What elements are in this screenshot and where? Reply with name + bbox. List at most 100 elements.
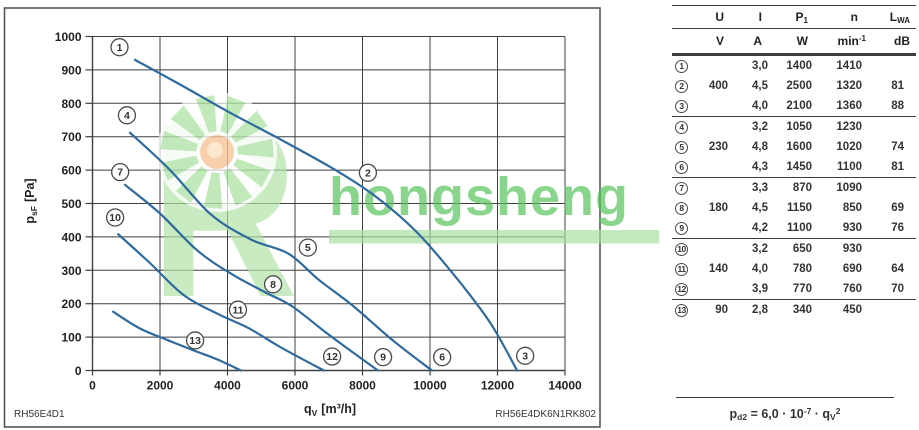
fan-curve-180V (123, 183, 380, 372)
cell-power: 650 (792, 243, 812, 255)
table-row-3: 3 4,0 2100 1360 88 (672, 96, 916, 116)
point-label-circle (263, 275, 283, 294)
cell-speed: 1320 (836, 80, 862, 92)
formula-equals: = 6,0 · 10 (747, 407, 804, 421)
y-axis-symbol: p (23, 216, 37, 224)
row-number-badge: 10 (675, 242, 688, 256)
point-label-number: 11 (232, 304, 243, 316)
curve-point-label-6: 6 (432, 347, 452, 367)
unit-volts: V (715, 34, 724, 48)
row-number-cell: 1 (672, 59, 698, 73)
fan-logo-blade (195, 95, 217, 133)
y-tick-label: 600 (61, 164, 81, 178)
x-axis-subscript: V (312, 408, 318, 418)
formula-exponent: -7 (803, 406, 812, 416)
header-noise-subscript: WA (897, 15, 910, 25)
row-number-cell: 6 (672, 160, 698, 174)
y-tick-label: 200 (61, 297, 81, 311)
cell-power: 2500 (786, 80, 812, 92)
fan-curve-230V (128, 131, 434, 372)
header-current: I (758, 10, 762, 24)
table-row-13: 13 90 2,8 340 450 (672, 300, 916, 320)
row-number-cell: 10 (672, 242, 698, 256)
point-label-number: 12 (326, 351, 338, 363)
point-label-number: 1 (117, 42, 123, 54)
x-tick-label: 10000 (413, 379, 447, 393)
cell-current: 4,3 (752, 161, 768, 173)
cell-current: 4,0 (752, 100, 768, 112)
point-label-circle (373, 347, 393, 367)
formula-p-subscript: d2 (737, 412, 748, 422)
model-number-right: RH56E4DK6N1RK802 (495, 409, 596, 420)
table-rule-heavy (672, 53, 916, 55)
curve-point-label-12: 12 (322, 347, 342, 366)
header-power-subscript: 1 (803, 15, 808, 25)
header-noise-symbol: L (889, 9, 898, 24)
cell-power: 1100 (787, 222, 812, 234)
formula-q: · q (811, 407, 831, 421)
curve-layer (112, 58, 519, 372)
table-rule-mid (672, 28, 916, 29)
cell-speed: 930 (842, 243, 862, 255)
cell-power: 1600 (786, 141, 812, 153)
header-power-symbol: P (795, 9, 804, 24)
table-row-11: 11 140 4,0 780 690 64 (672, 259, 916, 279)
cell-speed: 1230 (836, 121, 862, 133)
y-axis-subscript: sF (29, 206, 39, 216)
x-tick-label: 2000 (147, 379, 174, 393)
cell-noise: 88 (891, 100, 904, 112)
fan-logo-center-core (207, 142, 223, 158)
curve-point-label-3: 3 (516, 346, 535, 365)
row-number-badge: 5 (675, 140, 688, 154)
cell-noise: 69 (891, 202, 904, 214)
unit-db: dB (894, 34, 910, 48)
cell-noise: 76 (891, 222, 904, 234)
y-tick-label: 100 (61, 331, 81, 345)
cell-current: 3,0 (752, 60, 768, 72)
cell-speed: 1090 (836, 182, 862, 194)
point-label-circle (358, 163, 378, 182)
point-label-number: 10 (109, 212, 121, 224)
unit-rpm-exponent: -1 (858, 34, 866, 43)
cell-current: 4,0 (752, 263, 768, 275)
y-tick-label: 800 (61, 97, 81, 111)
cell-power: 1150 (787, 202, 812, 214)
cell-power: 1050 (786, 121, 812, 133)
fan-logo-blade (175, 166, 208, 203)
row-number-badge: 12 (675, 282, 688, 296)
cell-power: 780 (792, 263, 812, 275)
point-label-circle (322, 347, 342, 366)
table-row-12: 12 3,9 770 760 70 (672, 279, 916, 299)
cell-noise: 81 (891, 161, 904, 173)
curve-point-label-2: 2 (358, 163, 378, 182)
table-row-6: 6 4,3 1450 1100 81 (672, 157, 916, 177)
row-number-badge: 9 (675, 221, 688, 235)
model-number-left: RH56E4D1 (14, 409, 65, 420)
x-tick-label: 14000 (548, 379, 582, 393)
table-row-9: 9 4,2 1100 930 76 (672, 218, 916, 238)
cell-speed: 1100 (837, 161, 862, 173)
cell-voltage: 230 (708, 141, 728, 153)
row-number-cell: 11 (672, 262, 698, 276)
table-row-2: 2 400 4,5 2500 1320 81 (672, 76, 916, 96)
table-body: 1 3,0 1400 1410 2 400 4,5 2500 1320 81 3 4,0 2100 136… (672, 55, 916, 320)
cell-voltage: 180 (708, 202, 728, 214)
watermark: R hongsheng (150, 71, 659, 350)
cell-current: 3,9 (752, 283, 768, 295)
cell-current: 3,2 (752, 243, 768, 255)
cell-voltage: 400 (708, 80, 728, 92)
y-tick-label: 500 (61, 197, 81, 211)
curve-point-label-5: 5 (298, 238, 317, 257)
fan-curve-90V (112, 310, 243, 372)
row-number-cell: 7 (672, 181, 698, 195)
point-label-circle (117, 106, 137, 125)
point-label-number: 2 (365, 167, 371, 179)
row-number-cell: 5 (672, 140, 698, 154)
fan-logo-blade (223, 168, 253, 206)
fan-logo-blade (231, 110, 268, 143)
table-group-4: 10 3,2 650 930 11 140 4,0 780 690 64 12 3,9 770 760 70 (672, 238, 916, 299)
formula-rule (676, 397, 894, 398)
cell-power: 770 (792, 283, 812, 295)
point-label-circle (111, 162, 130, 182)
spec-table: U I P1 n LWA V A W min-1 dB 1 3,0 1400 1410… (672, 5, 916, 320)
